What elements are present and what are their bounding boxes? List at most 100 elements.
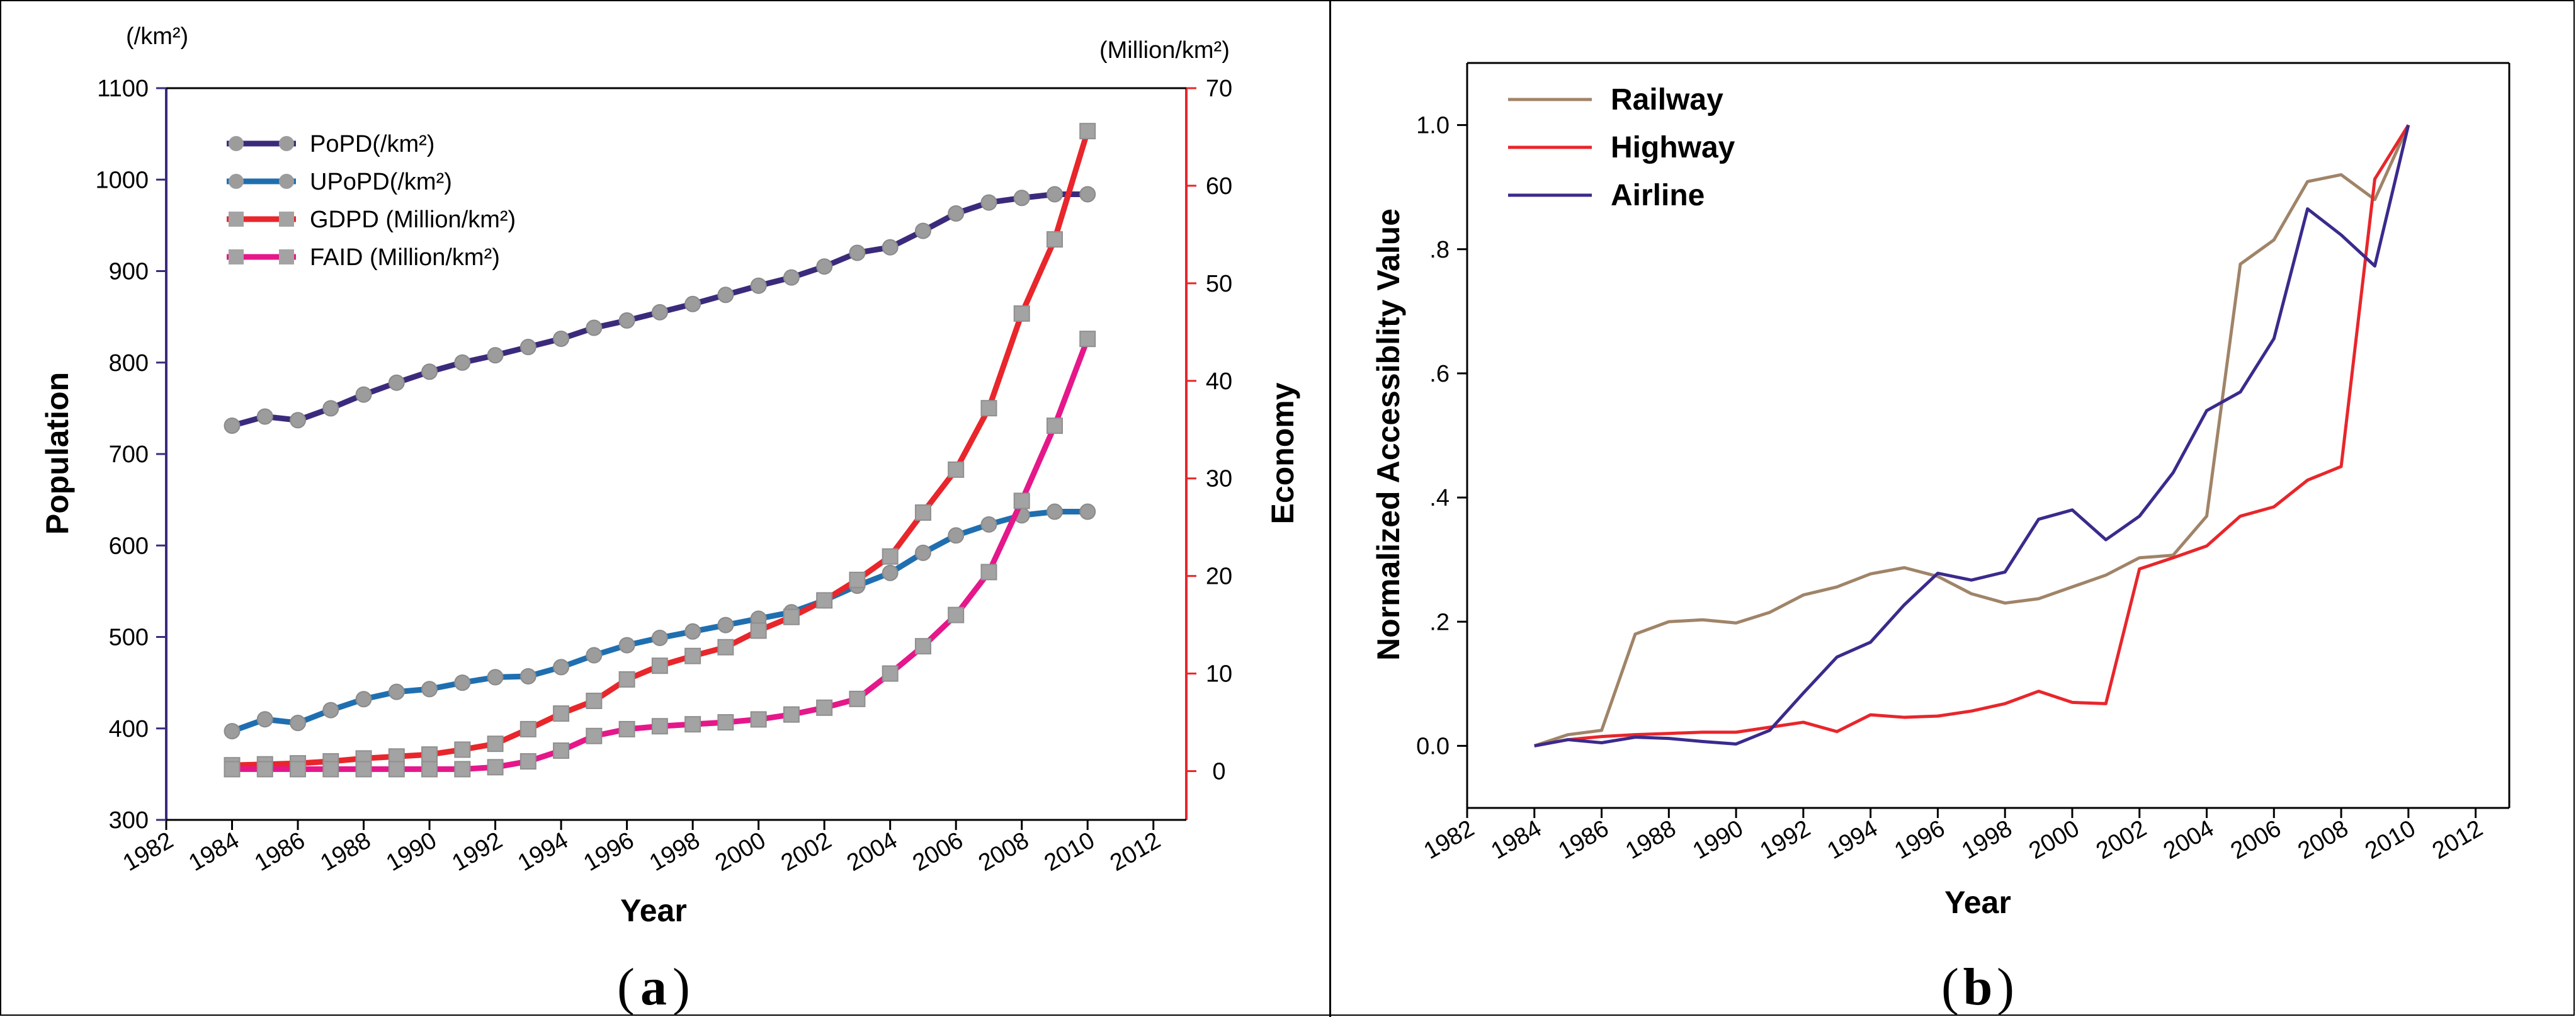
a-legend-marker-3 — [229, 249, 244, 264]
b-legend-label-1: Highway — [1611, 131, 1735, 164]
a-point-1 — [1046, 503, 1063, 520]
a-legend-marker-3 — [279, 249, 294, 264]
a-point-3 — [290, 761, 307, 778]
a-point-2 — [553, 705, 570, 722]
a-point-2 — [914, 504, 931, 521]
a-point-0 — [487, 347, 504, 364]
a-point-1 — [322, 702, 339, 719]
a-series-layer — [224, 123, 1096, 778]
a-point-3 — [355, 761, 372, 778]
a-x-tick-label: 1986 — [250, 827, 309, 877]
a-point-1 — [256, 711, 273, 728]
a-right-tick-label: 10 — [1206, 661, 1232, 688]
a-point-1 — [948, 527, 965, 544]
a-x-tick-label: 1990 — [382, 827, 441, 877]
b-y-tick-label: .6 — [1429, 361, 1450, 387]
a-point-2 — [717, 639, 734, 656]
a-point-0 — [717, 287, 734, 304]
a-panel-label: a — [640, 958, 667, 1016]
a-point-3 — [980, 564, 997, 581]
a-point-0 — [256, 408, 273, 425]
a-point-3 — [1013, 492, 1030, 509]
a-legend-marker-0 — [279, 136, 294, 151]
b-x-tick-label: 2002 — [2092, 815, 2151, 865]
b-x-tick-label: 1984 — [1487, 815, 1546, 865]
a-point-2 — [882, 548, 899, 565]
a-point-2 — [849, 571, 866, 588]
a-point-2 — [816, 592, 833, 609]
a-left-tick-label: 300 — [109, 807, 149, 834]
b-panel-label-open: ( — [1941, 958, 1959, 1016]
a-point-1 — [684, 623, 701, 640]
a-right-tick-label: 40 — [1206, 368, 1232, 395]
a-x-tick-label: 2008 — [974, 827, 1033, 877]
a-point-2 — [1046, 231, 1063, 248]
b-x-axis-label: Year — [1944, 885, 2011, 920]
a-point-1 — [519, 668, 536, 685]
a-point-0 — [224, 417, 241, 434]
b-x-tick-label: 1986 — [1554, 815, 1613, 865]
a-point-0 — [750, 277, 767, 294]
a-point-1 — [651, 629, 668, 646]
a-point-0 — [783, 269, 800, 286]
b-x-tick-label: 1988 — [1621, 815, 1681, 865]
a-point-3 — [388, 761, 405, 778]
a-point-3 — [684, 716, 701, 733]
a-point-1 — [618, 637, 635, 654]
a-point-3 — [1079, 331, 1096, 348]
a-point-3 — [553, 742, 570, 759]
a-point-2 — [618, 671, 635, 688]
a-x-tick-label: 2002 — [776, 827, 836, 877]
a-point-3 — [783, 706, 800, 723]
a-left-tick-label: 800 — [109, 350, 149, 377]
a-legend-marker-2 — [229, 212, 244, 227]
a-point-3 — [717, 714, 734, 731]
a-point-0 — [914, 222, 931, 239]
a-point-2 — [750, 622, 767, 639]
a-right-tick-label: 20 — [1206, 564, 1232, 590]
a-left-tick-label: 500 — [109, 625, 149, 651]
a-legend-marker-1 — [279, 174, 294, 189]
a-x-tick-label: 1994 — [513, 827, 572, 877]
b-panel-label: b — [1963, 958, 1993, 1016]
a-x-tick-label: 1998 — [645, 827, 704, 877]
b-series-layer — [1533, 124, 2410, 747]
a-right-tick-label: 30 — [1206, 466, 1232, 492]
b-y-tick-label: .8 — [1429, 237, 1450, 263]
a-point-1 — [980, 516, 997, 533]
a-point-0 — [1079, 186, 1096, 203]
b-x-tick-label: 2008 — [2293, 815, 2352, 865]
a-point-0 — [388, 374, 405, 391]
a-point-3 — [651, 718, 668, 735]
a-point-0 — [1013, 190, 1030, 207]
b-x-ticks: 1982 1984 1986 1988 1990 1992 1994 1996 1998 2000… — [1419, 808, 2487, 865]
b-x-tick-label: 2004 — [2159, 815, 2218, 865]
b-legend-label-0: Railway — [1611, 83, 1723, 116]
a-point-3 — [1046, 418, 1063, 435]
a-point-0 — [421, 363, 438, 380]
a-point-2 — [487, 736, 504, 753]
a-point-3 — [487, 759, 504, 776]
a-point-1 — [553, 659, 570, 676]
a-point-3 — [882, 665, 899, 682]
a-point-2 — [980, 400, 997, 417]
a-x-tick-label: 2000 — [711, 827, 770, 877]
a-point-3 — [224, 761, 241, 778]
a-legend-label-2: GDPD (Million/km²) — [310, 207, 516, 233]
a-point-3 — [256, 761, 273, 778]
a-point-1 — [388, 683, 405, 700]
a-point-1 — [421, 681, 438, 698]
a-point-2 — [651, 657, 668, 674]
b-x-tick-label: 1998 — [1957, 815, 2016, 865]
panel-b: Normalized Accessiblity Value Year ( b )… — [1371, 62, 2511, 1016]
a-point-3 — [454, 761, 471, 778]
a-legend-label-3: FAID (Million/km²) — [310, 244, 500, 271]
b-panel-label-close: ) — [1997, 958, 2014, 1016]
a-left-tick-label: 900 — [109, 259, 149, 285]
a-panel-label-open: ( — [617, 958, 635, 1016]
a-legend-marker-1 — [229, 174, 244, 189]
a-point-0 — [322, 400, 339, 417]
a-point-3 — [816, 699, 833, 716]
